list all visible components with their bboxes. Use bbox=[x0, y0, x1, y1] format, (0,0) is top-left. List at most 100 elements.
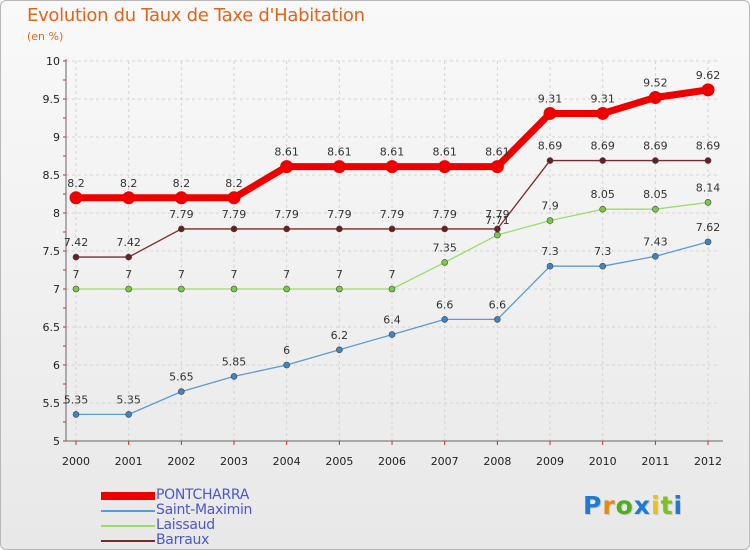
data-point-laissaud bbox=[178, 285, 185, 293]
data-point-pontcharra bbox=[596, 106, 610, 120]
data-point-barraux bbox=[652, 157, 659, 164]
data-point-pontcharra bbox=[280, 160, 294, 174]
data-point-saint-maximin bbox=[704, 238, 712, 246]
data-point-barraux bbox=[494, 225, 501, 233]
data-point-laissaud bbox=[336, 285, 343, 293]
data-label-barraux: 8.69 bbox=[643, 140, 668, 153]
data-label-layer: 5.35 5.35 5.65 5.85 6 6.2 6.4 6.6 6.6 7.3 7.3 7.43 7… bbox=[64, 69, 721, 407]
data-label-saint-maximin: 5.35 bbox=[64, 393, 89, 406]
x-tick-label: 2005 bbox=[325, 455, 353, 468]
data-label-saint-maximin: 6.6 bbox=[489, 298, 507, 311]
chart-unit: (en %) bbox=[27, 30, 64, 43]
data-label-saint-maximin: 6.4 bbox=[383, 314, 401, 327]
data-point-saint-maximin bbox=[441, 316, 448, 323]
legend-label: Laissaud bbox=[156, 517, 215, 533]
x-tick-label: 2010 bbox=[589, 455, 617, 468]
data-point-saint-maximin bbox=[72, 411, 80, 418]
data-point-saint-maximin bbox=[494, 316, 501, 323]
data-label-barraux: 7.79 bbox=[222, 208, 247, 221]
legend-item-barraux: Barraux bbox=[101, 532, 361, 548]
grid-layer bbox=[66, 60, 719, 441]
data-label-pontcharra: 9.31 bbox=[538, 92, 563, 105]
data-label-barraux: 8.69 bbox=[696, 140, 721, 153]
y-tick-label: 7 bbox=[53, 283, 60, 296]
x-tick-label: 2012 bbox=[694, 455, 722, 468]
data-point-barraux bbox=[178, 225, 185, 233]
x-tick-label: 2007 bbox=[431, 455, 459, 468]
data-label-saint-maximin: 6 bbox=[283, 344, 290, 357]
data-label-barraux: 7.79 bbox=[327, 208, 352, 221]
data-point-saint-maximin bbox=[599, 262, 607, 270]
data-point-saint-maximin bbox=[178, 388, 185, 395]
data-label-pontcharra: 8.2 bbox=[120, 177, 138, 190]
data-label-laissaud: 7 bbox=[336, 268, 343, 281]
data-point-laissaud bbox=[494, 231, 501, 239]
data-label-saint-maximin: 6.6 bbox=[436, 298, 454, 311]
x-tick-label: 2008 bbox=[483, 455, 511, 468]
legend: PONTCHARRA Saint-Maximin Laissaud Barraux bbox=[101, 487, 361, 548]
data-label-laissaud: 8.14 bbox=[696, 181, 721, 194]
chart-title: Evolution du Taux de Taxe d'Habitation bbox=[27, 5, 365, 26]
data-label-barraux: 7.79 bbox=[485, 208, 510, 221]
data-point-pontcharra bbox=[543, 106, 557, 120]
data-point-pontcharra bbox=[332, 160, 346, 174]
y-tick-label: 10 bbox=[46, 55, 60, 68]
data-point-laissaud bbox=[441, 259, 448, 266]
data-label-pontcharra: 8.2 bbox=[173, 177, 191, 190]
data-label-laissaud: 7 bbox=[389, 268, 396, 281]
data-point-saint-maximin bbox=[336, 346, 343, 354]
data-label-saint-maximin: 5.85 bbox=[222, 355, 247, 368]
data-label-pontcharra: 9.62 bbox=[696, 69, 721, 82]
data-label-saint-maximin: 7.3 bbox=[541, 245, 559, 258]
data-point-laissaud bbox=[388, 285, 396, 293]
x-tick-label: 2000 bbox=[62, 455, 90, 468]
data-point-pontcharra bbox=[701, 83, 715, 97]
data-point-laissaud bbox=[599, 205, 607, 213]
data-point-laissaud bbox=[652, 205, 659, 213]
data-label-laissaud: 7.9 bbox=[541, 200, 559, 213]
data-point-laissaud bbox=[283, 285, 290, 293]
y-tick-label: 8.5 bbox=[43, 169, 61, 182]
x-tick-label: 2009 bbox=[536, 455, 564, 468]
y-tick-label: 5.5 bbox=[43, 397, 61, 410]
line-chart: 5 5.5 6 6.5 7 7.5 8 8.5 9 9.5 10 2000 2001 2002 2003 20… bbox=[43, 55, 723, 468]
axis-layer: 5 5.5 6 6.5 7 7.5 8 8.5 9 9.5 10 2000 2001 2002 2003 20… bbox=[43, 55, 723, 468]
data-label-pontcharra: 8.2 bbox=[225, 177, 243, 190]
data-label-barraux: 8.69 bbox=[538, 140, 563, 153]
data-label-laissaud: 7.35 bbox=[432, 241, 457, 254]
data-point-barraux bbox=[441, 225, 448, 233]
proxiti-logo: Proxiti bbox=[583, 491, 684, 520]
data-label-pontcharra: 8.61 bbox=[274, 146, 299, 159]
data-point-laissaud bbox=[230, 285, 238, 293]
data-point-saint-maximin bbox=[546, 262, 554, 270]
legend-label: Saint-Maximin bbox=[156, 502, 253, 518]
data-point-laissaud bbox=[704, 199, 712, 206]
data-point-barraux bbox=[283, 225, 290, 233]
data-label-barraux: 7.79 bbox=[274, 208, 299, 221]
data-label-pontcharra: 8.61 bbox=[485, 146, 510, 159]
data-label-pontcharra: 9.31 bbox=[590, 92, 615, 105]
data-label-laissaud: 7.71 bbox=[485, 214, 510, 227]
x-tick-label: 2002 bbox=[167, 455, 195, 468]
legend-swatch bbox=[101, 525, 155, 527]
y-tick-label: 6 bbox=[53, 359, 60, 372]
data-point-saint-maximin bbox=[652, 253, 659, 260]
data-point-saint-maximin bbox=[125, 411, 132, 418]
data-point-pontcharra bbox=[174, 191, 188, 205]
data-label-laissaud: 7 bbox=[178, 268, 185, 281]
y-tick-label: 8 bbox=[53, 207, 60, 220]
data-point-pontcharra bbox=[385, 160, 399, 174]
data-label-laissaud: 7 bbox=[125, 268, 132, 281]
legend-item-saint-maximin: Saint-Maximin bbox=[101, 502, 361, 518]
data-label-laissaud: 7 bbox=[283, 268, 290, 281]
data-point-saint-maximin bbox=[388, 331, 396, 338]
data-label-pontcharra: 8.61 bbox=[327, 146, 352, 159]
data-point-laissaud bbox=[125, 285, 132, 293]
y-tick-label: 7.5 bbox=[43, 245, 61, 258]
data-point-saint-maximin bbox=[283, 361, 290, 369]
data-label-barraux: 7.79 bbox=[432, 208, 457, 221]
data-label-pontcharra: 8.2 bbox=[67, 177, 85, 190]
data-label-barraux: 7.42 bbox=[64, 236, 89, 249]
legend-item-laissaud: Laissaud bbox=[101, 517, 361, 533]
